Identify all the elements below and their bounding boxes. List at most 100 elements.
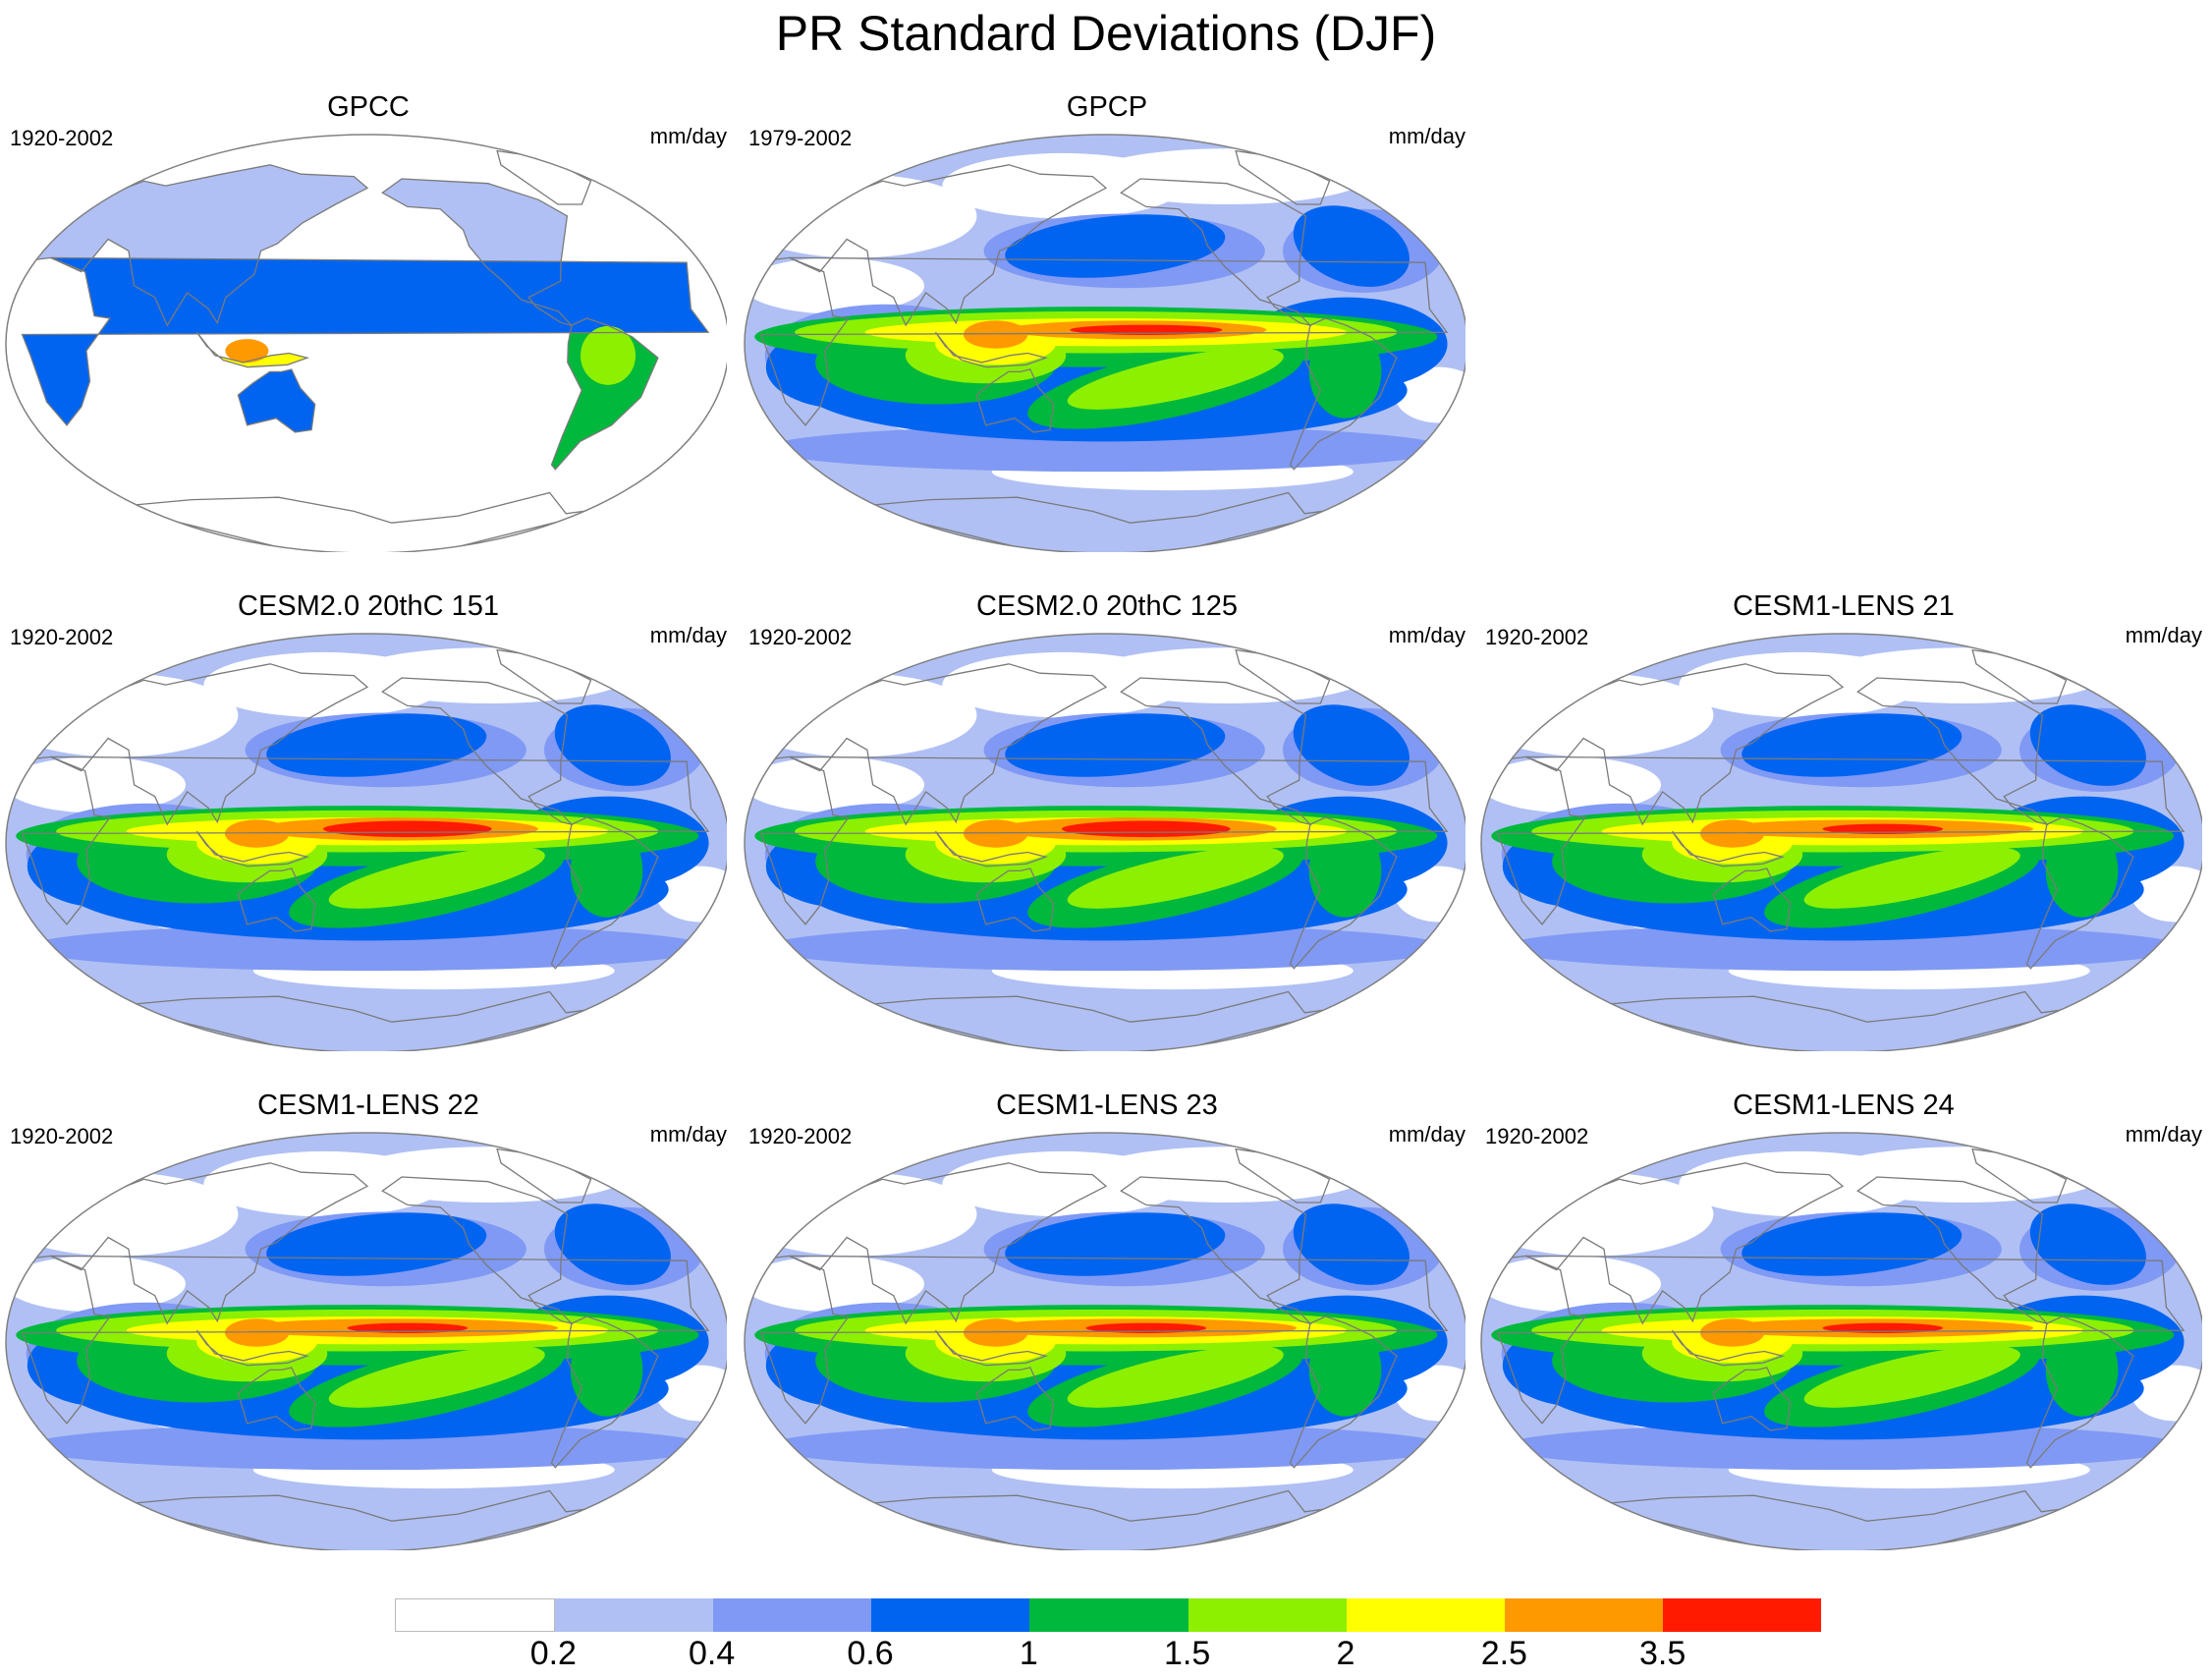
coastline-americasN <box>1120 178 1312 327</box>
panel-title: CESM1-LENS 23 <box>996 1090 1218 1121</box>
world-map <box>5 1132 727 1550</box>
panel-title: CESM1-LENS 22 <box>257 1090 479 1121</box>
coastline-antarctica <box>1590 1489 2095 1550</box>
coastline-americasN <box>1856 677 2049 826</box>
map-panel-gpcp: GPCP 1979-2002 mm/day <box>739 90 1475 552</box>
coastline-americasS <box>550 317 659 471</box>
colorbar-box-4 <box>1029 1598 1189 1632</box>
contour-level-0 <box>745 1256 925 1313</box>
panel-units: mm/day <box>1388 124 1465 148</box>
coastline-australia <box>1712 867 1792 932</box>
coastline-australia <box>975 368 1055 433</box>
coastline-antarctica <box>1590 990 2095 1051</box>
colorbar-tick-label: 1 <box>1019 1635 1038 1672</box>
contour-level-7 <box>963 320 1028 349</box>
contour-level-0 <box>1086 647 1368 703</box>
contour-level-3 <box>1293 1203 1410 1285</box>
map-border <box>5 1132 727 1550</box>
world-map <box>744 134 1465 552</box>
coastline-antarctica <box>115 491 620 552</box>
map-border <box>1480 633 2202 1051</box>
contour-level-4 <box>2045 824 2119 918</box>
coastline-maritime <box>934 830 1049 867</box>
colorbar-tick-label: 3.5 <box>1639 1635 1687 1672</box>
contour-level-4 <box>570 824 643 918</box>
map-panel-lens-22: CESM1-LENS 22 1920-2002 mm/day <box>0 1089 737 1550</box>
colorbar-tick-label: 0.2 <box>529 1635 577 1672</box>
coastline-eurasia <box>1504 1162 1845 1325</box>
coastlines <box>21 648 710 1051</box>
coastlines <box>759 149 1449 552</box>
panel-title: CESM2.0 20thC 151 <box>238 590 499 622</box>
coastline-africa <box>21 256 710 426</box>
panel-units: mm/day <box>2125 623 2202 647</box>
field-layer <box>6 135 727 552</box>
map-panel-gpcc: GPCC 1920-2002 mm/day <box>0 90 737 552</box>
coastline-maritime <box>934 1329 1049 1367</box>
panel-title: CESM1-LENS 21 <box>1733 590 1955 622</box>
coastline-americasN <box>381 1176 574 1325</box>
coastline-americasS <box>1289 317 1398 471</box>
contour-level-5 <box>328 1346 545 1408</box>
world-map <box>1480 633 2202 1051</box>
coastline-antarctica <box>115 990 620 1051</box>
map-border <box>5 633 727 1051</box>
figure-title: PR Standard Deviations (DJF) <box>775 6 1437 61</box>
field-layer <box>745 634 1465 1051</box>
coastline-australia <box>237 368 316 433</box>
colorbar-box-6 <box>1346 1598 1505 1632</box>
coastline-australia <box>237 867 316 932</box>
world-map <box>5 633 727 1051</box>
map-border <box>744 633 1465 1051</box>
coastline-africa <box>759 256 1449 426</box>
panel-period: 1920-2002 <box>10 1124 114 1148</box>
map-panel-cesm2-151: CESM2.0 20thC 151 1920-2002 mm/day <box>0 589 737 1051</box>
contour-level-3 <box>266 1212 487 1276</box>
coastline-africa <box>1496 756 2185 925</box>
coastline-africa <box>21 1255 710 1425</box>
coastline-maritime <box>1671 1329 1786 1367</box>
map-panel-lens-23: CESM1-LENS 23 1920-2002 mm/day <box>739 1089 1475 1550</box>
contour-level-3 <box>1005 713 1226 777</box>
contour-level-7 <box>963 1318 1028 1347</box>
panel-period: 1920-2002 <box>1485 625 1589 649</box>
coastline-antarctica <box>115 1489 620 1550</box>
contour-level-2 <box>764 923 1448 972</box>
colorbar-tick-label: 0.6 <box>847 1635 894 1672</box>
panel-period: 1979-2002 <box>748 126 853 150</box>
contour-level-2 <box>26 923 709 972</box>
coastline-americasS <box>1289 1315 1398 1469</box>
world-map <box>1480 1132 2202 1550</box>
contour-level-7 <box>224 1318 290 1347</box>
panel-title: CESM2.0 20thC 125 <box>976 590 1238 622</box>
contour-level-2 <box>764 424 1448 473</box>
coastline-africa <box>759 1255 1449 1425</box>
map-border <box>5 134 727 552</box>
colorbar-box-3 <box>871 1598 1030 1632</box>
land-precip-africa <box>22 257 709 425</box>
coastline-eurasia <box>28 164 369 327</box>
coastline-americasN <box>1120 677 1312 826</box>
colorbar-box-5 <box>1188 1598 1347 1632</box>
contour-level-4 <box>1308 824 1382 918</box>
contour-level-5 <box>1803 1346 2020 1408</box>
coastlines <box>1496 1147 2185 1550</box>
map-border <box>744 1132 1465 1550</box>
contour-level-5 <box>1067 1346 1284 1408</box>
contour-level-0 <box>1086 148 1368 204</box>
coastline-americasN <box>1856 1176 2049 1325</box>
panel-period: 1920-2002 <box>10 625 114 649</box>
contour-level-0 <box>1823 647 2105 703</box>
contour-level-0 <box>1823 1147 2105 1203</box>
contour-level-4 <box>570 1323 643 1417</box>
contour-level-4 <box>1308 325 1382 419</box>
contour-level-3 <box>1005 214 1226 278</box>
colorbar-box-8 <box>1662 1598 1821 1632</box>
panel-period: 1920-2002 <box>748 1124 853 1148</box>
contour-level-7 <box>224 819 290 848</box>
coastline-australia <box>975 1367 1055 1431</box>
contour-level-0 <box>348 647 630 703</box>
panel-units: mm/day <box>649 623 727 647</box>
map-panel-lens-21: CESM1-LENS 21 1920-2002 mm/day <box>1475 589 2212 1051</box>
coastline-americasS <box>1289 816 1398 970</box>
